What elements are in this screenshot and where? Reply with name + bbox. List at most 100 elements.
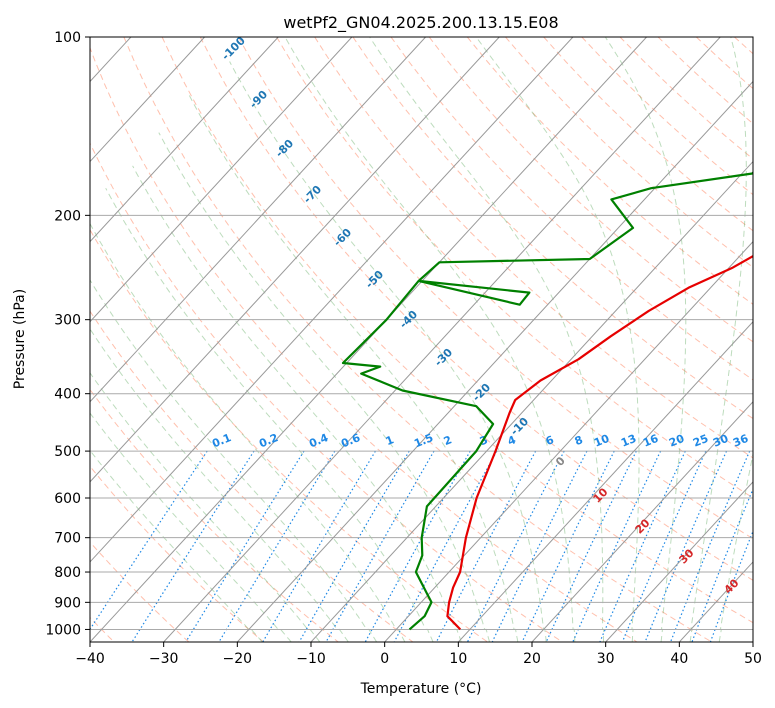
mixing-ratio-line (298, 450, 410, 642)
isotherm-line (90, 37, 500, 483)
y-tick-label: 400 (54, 387, 81, 403)
mixing-ratio-line (131, 450, 255, 642)
potential-temp-label: 10 (591, 485, 611, 505)
mixing-ratio-label: 20 (667, 432, 686, 450)
mixing-ratio-label: 0.6 (339, 431, 362, 450)
potential-temp-label: 20 (633, 516, 653, 536)
mixing-ratio-label: 25 (691, 432, 710, 450)
moist-adiabat-line (132, 165, 462, 642)
dry-adiabat-line (199, 37, 753, 581)
isotherm-line (163, 37, 721, 642)
y-tick-label: 800 (54, 565, 81, 581)
isotherm-line (90, 37, 205, 163)
dry-adiabat-line (581, 37, 753, 196)
temperature-line (446, 254, 753, 631)
moist-adiabat-line (188, 94, 519, 642)
dry-adiabat-line (543, 37, 753, 232)
moist-adiabat-line (105, 187, 434, 642)
isotherm-line (752, 641, 753, 642)
potential-temp-label: -50 (363, 268, 386, 291)
mixing-ratio-label: 16 (641, 432, 660, 450)
x-tick-label: 10 (449, 651, 467, 667)
dry-adiabat-line (90, 46, 638, 642)
mixing-ratio-line (691, 487, 753, 642)
mixing-ratio-line (393, 450, 498, 642)
isotherm-line (457, 320, 753, 642)
moist-adiabat-line (604, 37, 687, 642)
mixing-ratio-label: 36 (731, 432, 750, 450)
x-tick-label: 20 (523, 651, 541, 667)
mixing-ratio-line (545, 450, 637, 642)
moist-adiabat-line (229, 61, 547, 642)
mixing-ratio-label: 30 (711, 432, 730, 450)
x-tick-label: −10 (296, 651, 326, 667)
dry-adiabat-line (90, 465, 264, 642)
dry-adiabat-line (237, 37, 753, 540)
potential-temp-label: 0 (553, 454, 568, 469)
dry-adiabat-line (161, 37, 753, 624)
moist-adiabat-line (90, 372, 321, 642)
dry-adiabat-line (390, 37, 753, 381)
moist-adiabat-line (90, 412, 292, 642)
chart-title: wetPf2_GN04.2025.200.13.15.E08 (283, 13, 558, 33)
dry-adiabat-line (90, 310, 414, 642)
mixing-ratio-line (521, 450, 615, 642)
x-tick-label: 40 (670, 651, 688, 667)
mixing-ratio-line (466, 450, 565, 642)
isotherm-line (531, 401, 753, 642)
moist-adiabat-line (158, 132, 490, 642)
isotherm-line (0, 37, 57, 642)
mixing-ratio-label: 2 (442, 433, 454, 448)
reference-line-labels: -100-90-80-70-60-50-40-30-20-10010203040… (210, 34, 750, 597)
x-tick-label: −40 (75, 651, 105, 667)
mixing-ratio-label: 0.4 (307, 431, 330, 450)
moist-adiabat-line (90, 449, 263, 642)
x-tick-label: 30 (597, 651, 615, 667)
mixing-ratio-line (218, 450, 336, 642)
moist-adiabat-line (369, 37, 605, 642)
x-tick-label: −20 (223, 651, 253, 667)
isotherm-line (90, 37, 279, 243)
y-axis-label: Pressure (hPa) (12, 289, 28, 389)
dry-adiabat-line (276, 37, 753, 499)
mixing-ratio-line (325, 450, 435, 642)
isotherm-line (384, 240, 753, 642)
dry-adiabat-line (90, 541, 190, 642)
potential-temp-label: -60 (331, 226, 354, 249)
isotherm-line (605, 481, 753, 642)
mixing-ratio-line (364, 450, 471, 642)
dry-adiabat-line (123, 37, 712, 642)
y-tick-label: 700 (54, 531, 81, 547)
moist-adiabat-line (689, 37, 747, 642)
dry-adiabat-line (466, 37, 753, 305)
mixing-ratio-label: 0.2 (257, 431, 280, 450)
moist-adiabat-line (90, 328, 349, 642)
isotherm-line (90, 37, 353, 323)
mixing-ratio-line (644, 450, 728, 642)
dry-adiabat-line (90, 388, 339, 642)
y-tick-label: 300 (54, 313, 81, 329)
dry-adiabat-line (657, 37, 753, 125)
dry-adiabat-line (734, 37, 753, 55)
x-axis: −40 −30 −20 −10 0 10 20 30 40 50 (75, 642, 762, 667)
potential-temp-label: -100 (219, 34, 248, 63)
isotherm-line (90, 37, 426, 403)
mixing-ratio-line (709, 529, 753, 642)
moist-adiabat-line (284, 37, 576, 642)
plot-area: -100-90-80-70-60-50-40-30-20-10010203040… (0, 34, 753, 642)
y-tick-label: 100 (54, 30, 81, 46)
mixing-ratio-line (90, 450, 208, 631)
y-tick-label: 200 (54, 208, 81, 224)
dry-adiabat-line (90, 142, 563, 642)
x-tick-label: 50 (744, 651, 762, 667)
mixing-ratio-line (572, 450, 662, 642)
y-tick-label: 900 (54, 595, 81, 611)
x-tick-label: 0 (380, 651, 389, 667)
mixing-ratio-line (670, 450, 751, 642)
mixing-ratio-label: 8 (573, 433, 585, 448)
mixing-ratio-label: 13 (619, 432, 638, 450)
moist-adiabat-line (90, 279, 378, 642)
mixing-ratio-line (185, 450, 305, 642)
plot-frame (89, 36, 754, 643)
